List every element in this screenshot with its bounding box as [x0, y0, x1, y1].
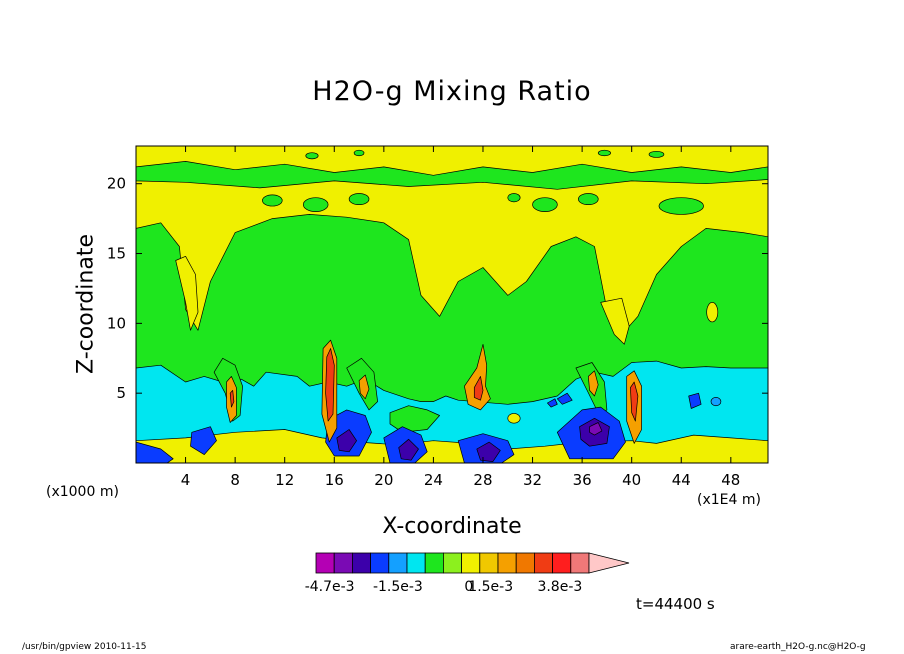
x-tick-label: 40: [622, 471, 641, 489]
contour-blob: [710, 397, 722, 407]
colorbar-label: 0: [464, 579, 473, 595]
x-tick-label: 20: [374, 471, 393, 489]
x-scale-note: (x1E4 m): [697, 492, 761, 508]
colorbar-swatch: [497, 552, 517, 574]
colorbar-swatch: [370, 552, 390, 574]
contour-region-blue: [136, 441, 174, 463]
x-tick-label: 44: [672, 471, 691, 489]
contour-region-blue: [556, 392, 573, 405]
x-tick-label: 48: [721, 471, 740, 489]
y-tick-label: 15: [107, 245, 126, 263]
contour-blob: [507, 193, 521, 203]
colorbar-swatch: [424, 552, 444, 574]
y-axis-label: Z-coordinate: [73, 234, 99, 374]
y-tick-label: 20: [107, 175, 126, 193]
colorbar-swatch: [388, 552, 408, 574]
contour-region-blue: [190, 426, 217, 455]
contour-region-orange: [358, 374, 370, 400]
contour-region-red: [473, 376, 484, 401]
colorbar-label: -1.5e-3: [373, 579, 423, 595]
colorbar-label: -4.7e-3: [305, 579, 355, 595]
colorbar-swatch: [570, 552, 590, 574]
x-tick-label: 32: [523, 471, 542, 489]
contour-blob: [348, 193, 370, 206]
footer-left: /usr/bin/gpview 2010-11-15: [22, 642, 147, 652]
colorbar-swatch: [442, 552, 462, 574]
contour-region-yellow: [175, 255, 199, 331]
contour-region-orange: [587, 370, 599, 397]
contour-blob: [532, 197, 558, 212]
chart-title: H2O-g Mixing Ratio: [312, 76, 592, 107]
contour-region-red: [630, 381, 639, 422]
colorbar-swatch: [479, 552, 499, 574]
colorbar-arrow: [588, 552, 630, 574]
contour-region-green: [389, 405, 440, 433]
colorbar-swatch: [333, 552, 353, 574]
colorbar-swatch: [461, 552, 481, 574]
x-tick-label: 12: [275, 471, 294, 489]
x-tick-label: 28: [473, 471, 492, 489]
contour-region-magenta: [589, 422, 603, 436]
contour-blob: [507, 413, 521, 424]
contour-region-yellow: [600, 297, 630, 345]
plot-frame: [135, 145, 769, 464]
x-tick-label: 36: [573, 471, 592, 489]
colorbar-swatch: [534, 552, 554, 574]
contour-blob: [305, 152, 319, 160]
contour-blob: [706, 302, 719, 323]
contour-region-orange: [464, 343, 491, 411]
contour-region-purple: [476, 441, 501, 462]
x-tick-label: 8: [230, 471, 240, 489]
x-unit-label: (x1000 m): [46, 484, 119, 500]
time-label: t=44400 s: [636, 595, 715, 613]
footer-right: arare-earth_H2O-g.nc@H2O-g: [730, 642, 866, 652]
x-tick-label: 16: [325, 471, 344, 489]
y-tick-label: 10: [107, 314, 126, 332]
contour-blob: [648, 150, 665, 158]
colorbar-label: 1.5e-3: [468, 579, 513, 595]
contour-region-blue: [547, 398, 558, 408]
contour-region-red: [229, 390, 235, 408]
colorbar: -4.7e-3 -1.5e-3 01.5e-3 3.8e-3: [305, 552, 630, 595]
colorbar-swatch: [406, 552, 426, 574]
x-tick-label: 4: [181, 471, 191, 489]
x-tick-label: 24: [424, 471, 443, 489]
contour-region-purple: [398, 438, 419, 461]
contour-blob: [302, 197, 329, 212]
contour-region-purple: [336, 429, 357, 453]
colorbar-label: 3.8e-3: [537, 579, 582, 595]
colorbar-swatch: [351, 552, 371, 574]
contour-blob: [597, 149, 611, 157]
colorbar-swatch: [315, 552, 335, 574]
contour-blob: [578, 193, 599, 206]
contour-blob: [262, 194, 283, 207]
contour-blob: [353, 149, 365, 157]
contour-region-red: [325, 348, 335, 422]
colorbar-swatch: [515, 552, 535, 574]
contour-region-blue: [688, 392, 702, 409]
y-tick-label: 5: [116, 384, 126, 402]
colorbar-swatch: [552, 552, 572, 574]
x-axis-label: X-coordinate: [382, 514, 522, 539]
contour-blob: [658, 197, 704, 215]
contour-regions: [136, 149, 768, 463]
contour-region-green: [136, 161, 768, 190]
